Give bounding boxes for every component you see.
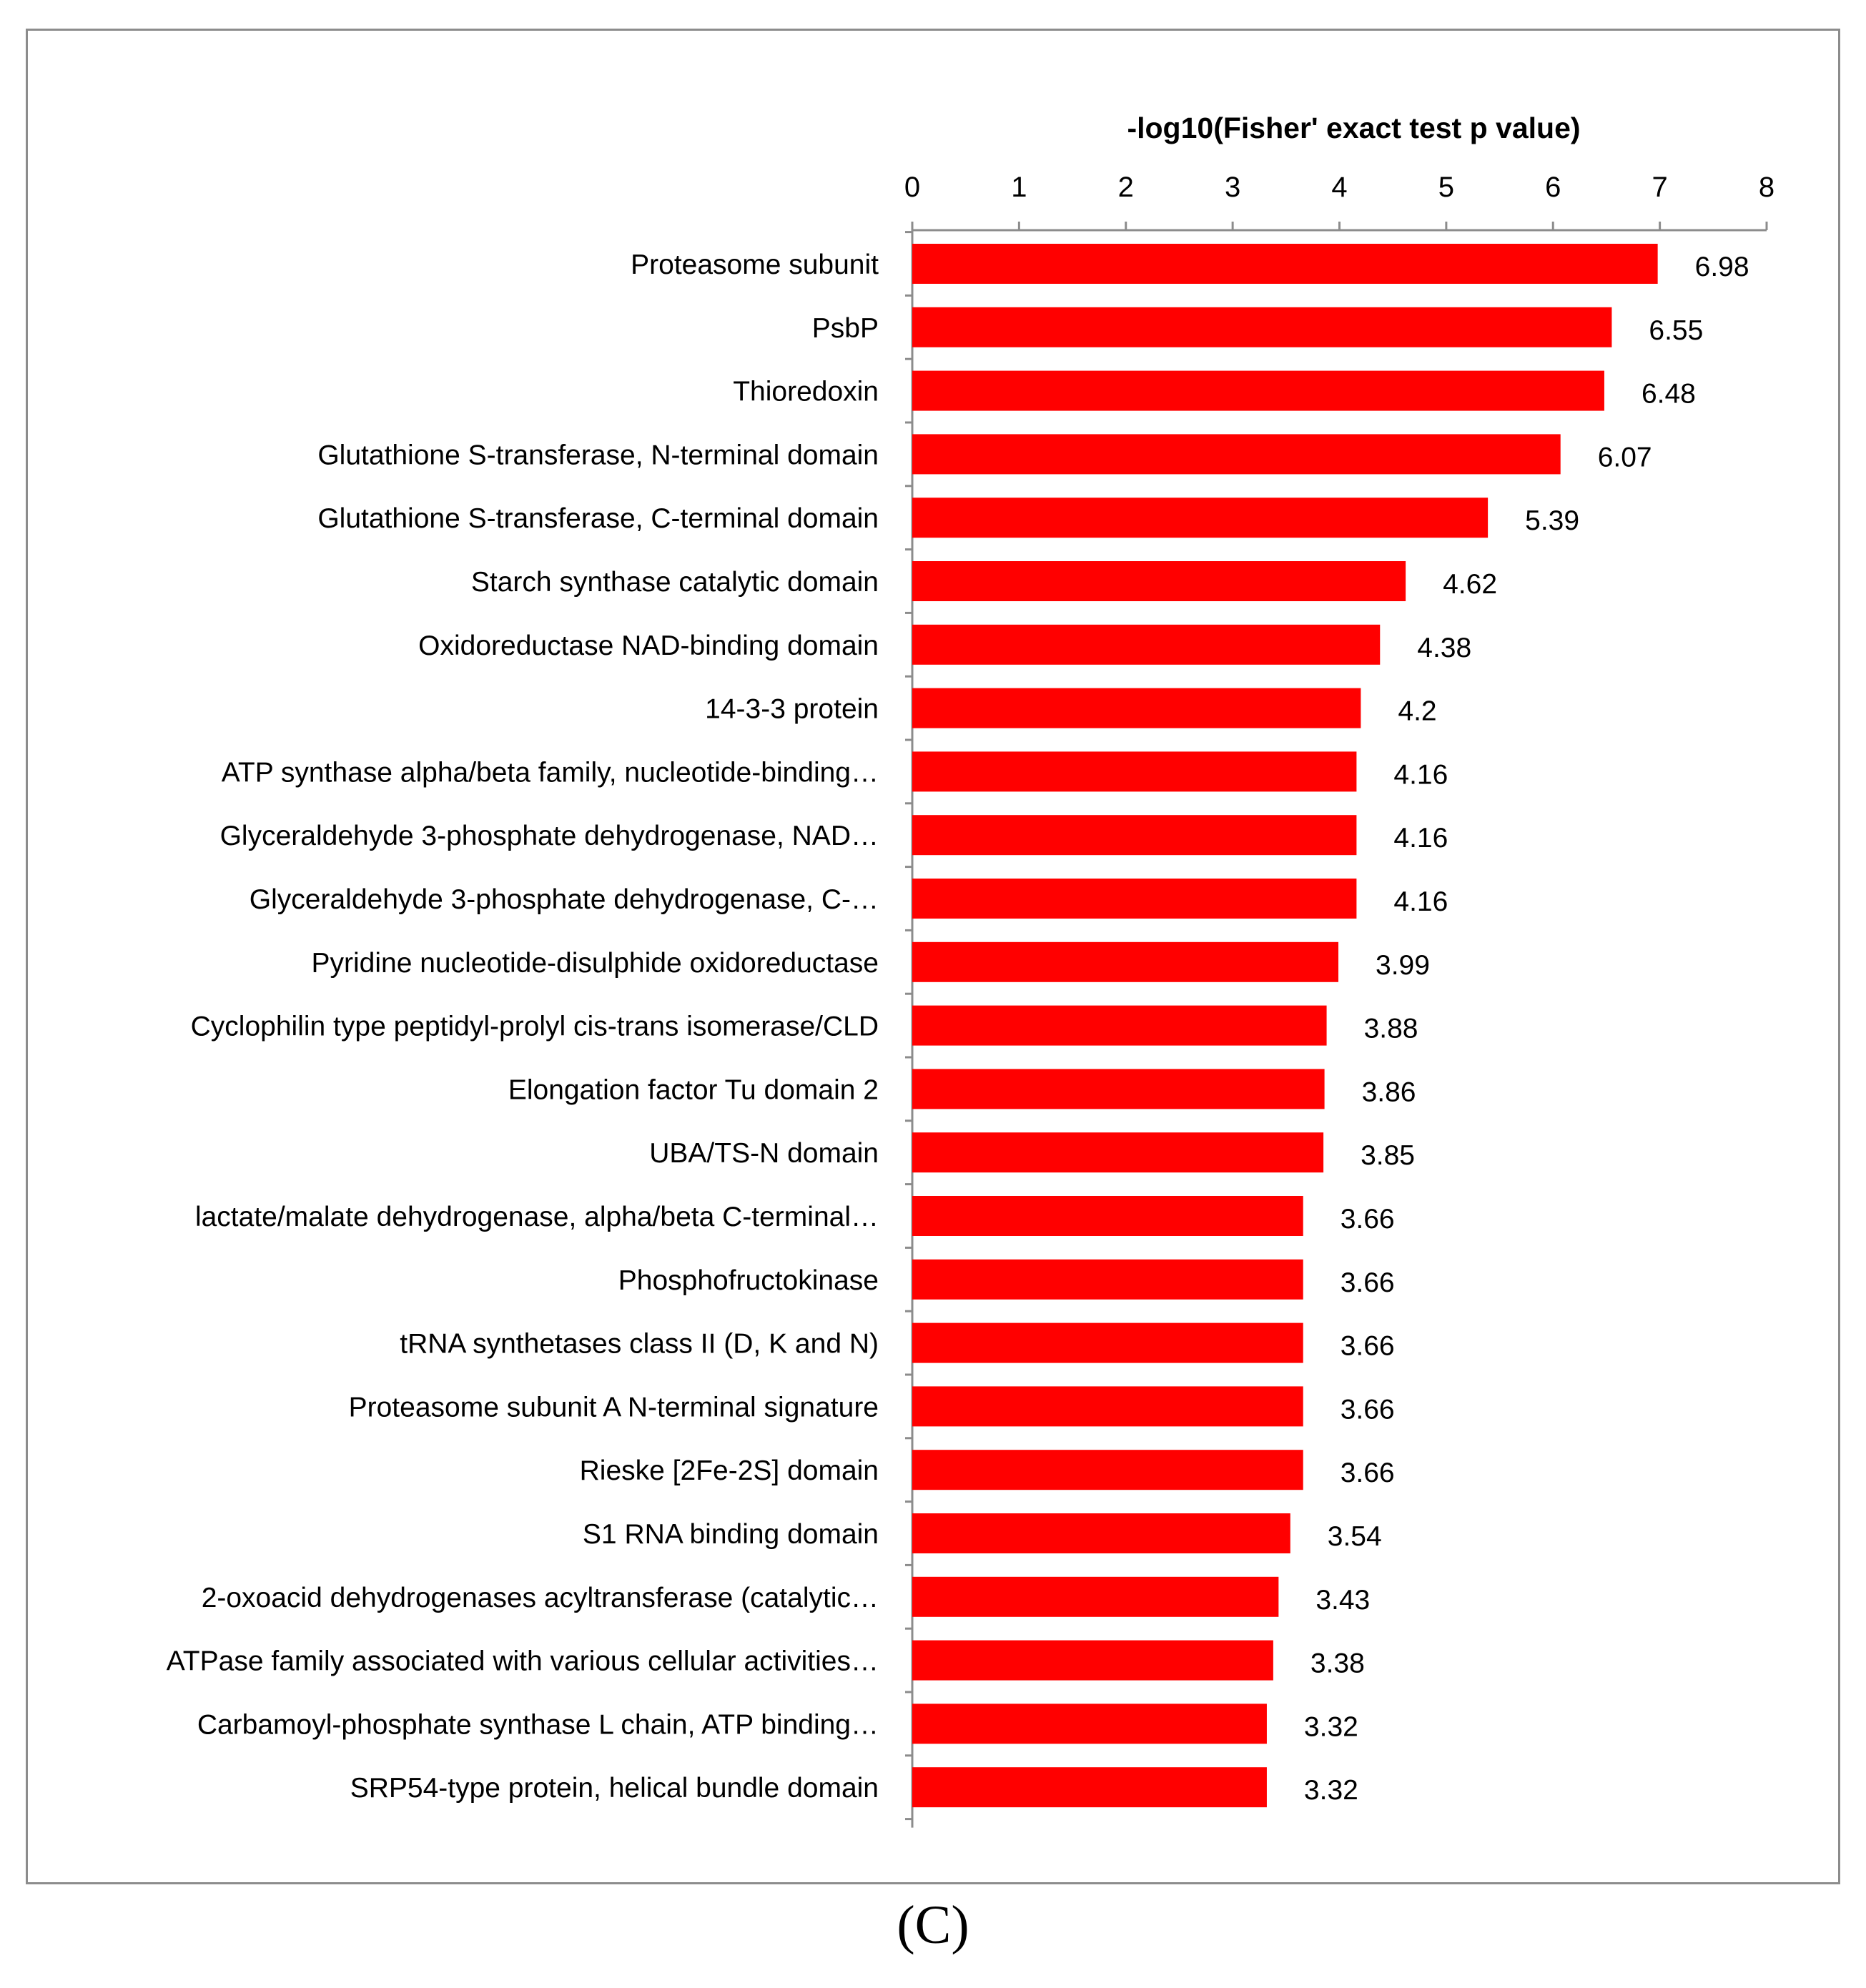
data-label: 3.66 (1341, 1204, 1395, 1235)
category-label: ATP synthase alpha/beta family, nucleoti… (222, 757, 879, 788)
bar[interactable] (912, 879, 1357, 919)
bar[interactable] (912, 1196, 1303, 1236)
x-tick-label: 8 (1759, 172, 1774, 203)
data-label: 3.66 (1341, 1394, 1395, 1425)
x-tick-label: 0 (904, 172, 920, 203)
data-label: 4.16 (1393, 886, 1448, 917)
data-label: 3.32 (1304, 1775, 1358, 1806)
category-label: Proteasome subunit A N-terminal signatur… (349, 1392, 879, 1423)
category-label: SRP54-type protein, helical bundle domai… (350, 1773, 879, 1804)
category-label: PsbP (812, 313, 879, 344)
category-label: Elongation factor Tu domain 2 (508, 1074, 879, 1105)
category-label: Proteasome subunit (631, 249, 879, 280)
data-label: 5.39 (1525, 505, 1579, 536)
bar[interactable] (912, 1640, 1273, 1681)
category-label: Glutathione S-transferase, N-terminal do… (317, 440, 879, 470)
bar[interactable] (912, 1069, 1325, 1109)
category-label: Pyridine nucleotide-disulphide oxidoredu… (311, 948, 879, 979)
bar[interactable] (912, 815, 1357, 856)
data-label: 4.2 (1398, 696, 1436, 727)
category-label: Oxidoreductase NAD-binding domain (418, 630, 879, 661)
x-tick-label: 2 (1118, 172, 1134, 203)
x-tick-label: 4 (1331, 172, 1347, 203)
bar[interactable] (912, 1513, 1290, 1553)
data-label: 4.38 (1417, 633, 1471, 663)
bar[interactable] (912, 1703, 1267, 1744)
category-label: Glyceraldehyde 3-phosphate dehydrogenase… (220, 821, 879, 851)
category-label: Carbamoyl-phosphate synthase L chain, AT… (197, 1709, 879, 1740)
bar[interactable] (912, 1259, 1303, 1300)
category-label: S1 RNA binding domain (583, 1519, 879, 1550)
category-label: Glutathione S-transferase, C-terminal do… (317, 503, 879, 534)
category-label: 2-oxoacid dehydrogenases acyltransferase… (202, 1583, 879, 1613)
bar[interactable] (912, 624, 1381, 665)
category-label: UBA/TS-N domain (649, 1138, 879, 1169)
bar[interactable] (912, 498, 1489, 538)
data-label: 3.85 (1361, 1140, 1415, 1171)
data-label: 6.55 (1649, 315, 1703, 346)
x-tick-label: 6 (1545, 172, 1561, 203)
bar[interactable] (912, 1132, 1324, 1173)
x-tick-label: 3 (1225, 172, 1240, 203)
x-tick-label: 1 (1011, 172, 1027, 203)
data-label: 6.07 (1598, 442, 1652, 473)
category-label: 14-3-3 protein (705, 694, 879, 725)
bar[interactable] (912, 561, 1406, 601)
bar[interactable] (912, 1386, 1303, 1427)
data-label: 3.99 (1376, 950, 1430, 981)
data-label: 6.48 (1642, 379, 1696, 410)
bar[interactable] (912, 941, 1339, 982)
bar-chart: -log10(Fisher' exact test p value) 0 1 2 3 4… (167, 112, 1774, 1828)
bar[interactable] (912, 307, 1612, 347)
category-label: Thioredoxin (733, 377, 879, 407)
category-label: Rieske [2Fe-2S] domain (580, 1455, 879, 1486)
category-label: Phosphofructokinase (618, 1265, 879, 1296)
bar[interactable] (912, 1767, 1267, 1808)
panel-label: (C) (897, 1895, 969, 1955)
data-label: 4.16 (1393, 759, 1448, 790)
data-label: 3.86 (1362, 1077, 1416, 1107)
x-tick-label: 5 (1438, 172, 1454, 203)
data-label: 3.43 (1315, 1585, 1370, 1616)
data-label: 3.38 (1310, 1648, 1365, 1679)
chart-frame: -log10(Fisher' exact test p value) 0 1 2 3 4… (26, 29, 1840, 1884)
data-label: 3.88 (1364, 1014, 1418, 1044)
bar[interactable] (912, 1576, 1279, 1617)
category-label: ATPase family associated with various ce… (167, 1646, 879, 1677)
data-label: 3.66 (1341, 1331, 1395, 1362)
category-label: Starch synthase catalytic domain (471, 567, 879, 598)
category-label: lactate/malate dehydrogenase, alpha/beta… (195, 1202, 879, 1232)
data-label: 4.16 (1393, 823, 1448, 854)
data-label: 3.54 (1328, 1521, 1382, 1552)
data-label: 3.66 (1341, 1458, 1395, 1488)
bar[interactable] (912, 1322, 1303, 1363)
category-label: Glyceraldehyde 3-phosphate dehydrogenase… (250, 884, 879, 915)
category-label: Cyclophilin type peptidyl-prolyl cis-tra… (191, 1012, 879, 1042)
bar[interactable] (912, 1450, 1303, 1490)
bar[interactable] (912, 751, 1357, 792)
data-label: 3.66 (1341, 1267, 1395, 1298)
bar[interactable] (912, 244, 1658, 284)
bar[interactable] (912, 434, 1561, 475)
data-label: 4.62 (1443, 569, 1497, 600)
data-label: 6.98 (1695, 252, 1749, 282)
x-tick-label: 7 (1652, 172, 1668, 203)
bar[interactable] (912, 370, 1604, 411)
bar[interactable] (912, 688, 1361, 728)
bar[interactable] (912, 1005, 1327, 1046)
data-label: 3.32 (1304, 1711, 1358, 1742)
category-label: tRNA synthetases class II (D, K and N) (400, 1329, 879, 1360)
x-axis-title: -log10(Fisher' exact test p value) (1127, 112, 1580, 144)
